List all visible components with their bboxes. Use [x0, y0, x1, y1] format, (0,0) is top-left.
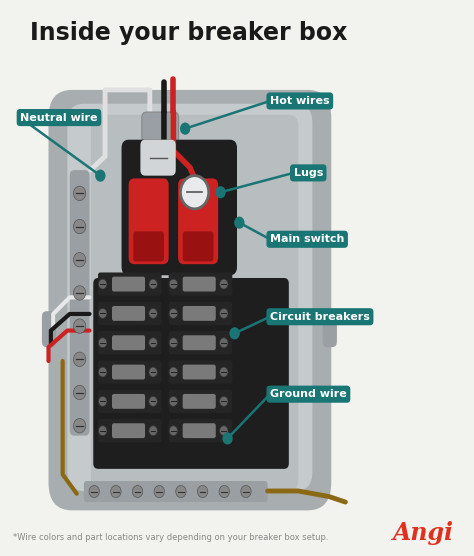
FancyBboxPatch shape	[112, 277, 145, 291]
FancyBboxPatch shape	[112, 306, 145, 321]
Circle shape	[132, 485, 143, 498]
FancyBboxPatch shape	[169, 331, 232, 354]
Circle shape	[73, 352, 86, 366]
FancyBboxPatch shape	[183, 231, 213, 261]
FancyBboxPatch shape	[98, 360, 162, 384]
Text: Main switch: Main switch	[270, 234, 344, 244]
Circle shape	[99, 396, 107, 406]
FancyBboxPatch shape	[182, 335, 216, 350]
Circle shape	[154, 485, 164, 498]
FancyBboxPatch shape	[182, 277, 216, 291]
Text: Lugs: Lugs	[293, 168, 323, 178]
FancyBboxPatch shape	[169, 419, 232, 443]
FancyBboxPatch shape	[98, 390, 162, 413]
FancyBboxPatch shape	[169, 360, 232, 384]
Circle shape	[149, 396, 157, 406]
Circle shape	[73, 385, 86, 400]
Circle shape	[95, 170, 106, 182]
Text: Neutral wire: Neutral wire	[20, 112, 98, 122]
Circle shape	[73, 252, 86, 267]
Circle shape	[219, 309, 228, 319]
Circle shape	[149, 337, 157, 348]
FancyBboxPatch shape	[98, 272, 162, 296]
Circle shape	[99, 367, 107, 377]
Circle shape	[222, 433, 233, 444]
Circle shape	[89, 485, 100, 498]
FancyBboxPatch shape	[169, 272, 232, 296]
Text: Angi: Angi	[393, 520, 454, 545]
Circle shape	[219, 279, 228, 289]
Text: Ground wire: Ground wire	[270, 389, 347, 399]
Circle shape	[219, 337, 228, 348]
Text: Circuit breakers: Circuit breakers	[270, 312, 370, 322]
Circle shape	[176, 485, 186, 498]
FancyBboxPatch shape	[140, 140, 176, 176]
FancyBboxPatch shape	[48, 90, 331, 510]
Circle shape	[241, 485, 251, 498]
Circle shape	[149, 426, 157, 436]
FancyBboxPatch shape	[133, 231, 164, 261]
Circle shape	[181, 176, 209, 209]
FancyBboxPatch shape	[323, 311, 337, 347]
FancyBboxPatch shape	[70, 170, 90, 436]
Text: Hot wires: Hot wires	[270, 96, 329, 106]
FancyBboxPatch shape	[42, 311, 56, 347]
Circle shape	[219, 367, 228, 377]
Circle shape	[73, 186, 86, 201]
FancyBboxPatch shape	[112, 423, 145, 438]
Circle shape	[73, 286, 86, 300]
FancyBboxPatch shape	[112, 365, 145, 380]
FancyBboxPatch shape	[178, 178, 218, 264]
FancyBboxPatch shape	[112, 394, 145, 409]
FancyBboxPatch shape	[121, 140, 237, 275]
FancyBboxPatch shape	[112, 335, 145, 350]
FancyBboxPatch shape	[84, 481, 268, 502]
Text: *Wire colors and part locations vary depending on your breaker box setup.: *Wire colors and part locations vary dep…	[13, 533, 328, 543]
FancyBboxPatch shape	[169, 390, 232, 413]
Circle shape	[219, 485, 229, 498]
Circle shape	[149, 367, 157, 377]
FancyBboxPatch shape	[98, 419, 162, 443]
Circle shape	[219, 396, 228, 406]
Circle shape	[169, 309, 178, 319]
Circle shape	[215, 186, 226, 198]
Circle shape	[99, 426, 107, 436]
Circle shape	[229, 327, 240, 339]
Circle shape	[73, 419, 86, 433]
FancyBboxPatch shape	[182, 365, 216, 380]
FancyBboxPatch shape	[182, 394, 216, 409]
Circle shape	[234, 217, 245, 229]
FancyBboxPatch shape	[182, 306, 216, 321]
Circle shape	[219, 426, 228, 436]
Circle shape	[73, 220, 86, 234]
Circle shape	[169, 426, 178, 436]
Circle shape	[169, 279, 178, 289]
FancyBboxPatch shape	[142, 112, 179, 142]
Circle shape	[111, 485, 121, 498]
FancyBboxPatch shape	[98, 302, 162, 325]
Circle shape	[99, 279, 107, 289]
FancyBboxPatch shape	[91, 115, 298, 491]
Circle shape	[99, 309, 107, 319]
FancyBboxPatch shape	[93, 278, 289, 469]
Circle shape	[169, 367, 178, 377]
FancyBboxPatch shape	[128, 178, 169, 264]
Circle shape	[73, 319, 86, 334]
FancyBboxPatch shape	[169, 302, 232, 325]
FancyBboxPatch shape	[67, 104, 312, 491]
Circle shape	[99, 337, 107, 348]
Circle shape	[197, 485, 208, 498]
Circle shape	[149, 309, 157, 319]
Circle shape	[149, 279, 157, 289]
Text: Inside your breaker box: Inside your breaker box	[30, 21, 347, 44]
Circle shape	[169, 396, 178, 406]
FancyBboxPatch shape	[182, 423, 216, 438]
FancyBboxPatch shape	[98, 331, 162, 354]
Circle shape	[169, 337, 178, 348]
Circle shape	[180, 122, 191, 135]
